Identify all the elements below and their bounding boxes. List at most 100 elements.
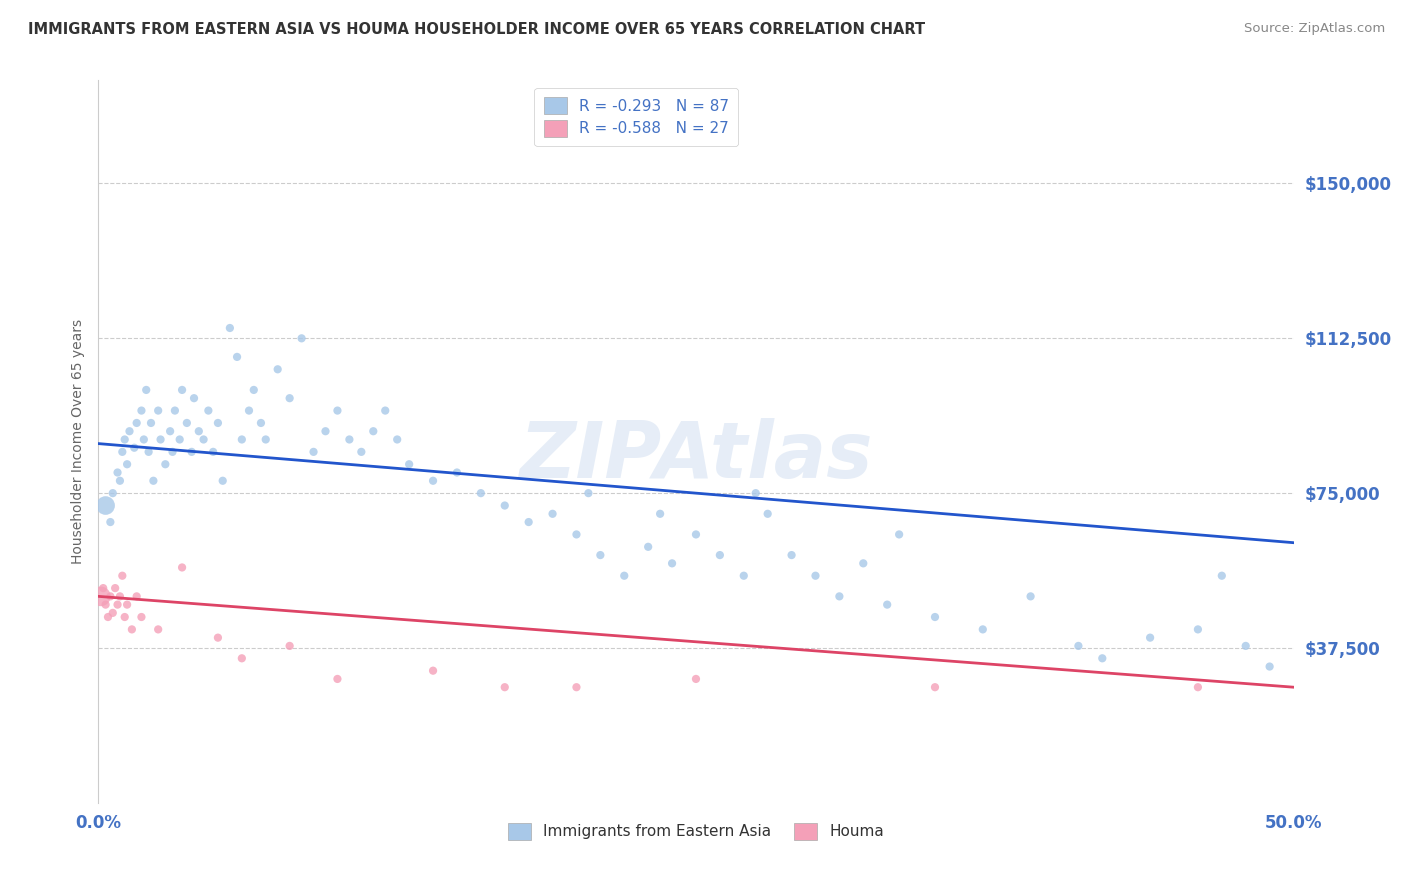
- Point: [231, 433, 253, 447]
- Point: [115, 598, 138, 612]
- Point: [231, 651, 253, 665]
- Point: [1139, 631, 1161, 645]
- Point: [115, 457, 138, 471]
- Point: [374, 403, 396, 417]
- Point: [207, 631, 229, 645]
- Point: [828, 590, 851, 604]
- Point: [589, 548, 612, 562]
- Point: [125, 416, 148, 430]
- Point: [302, 445, 325, 459]
- Point: [780, 548, 803, 562]
- Point: [363, 424, 385, 438]
- Point: [278, 639, 301, 653]
- Point: [745, 486, 768, 500]
- Legend: Immigrants from Eastern Asia, Houma: Immigrants from Eastern Asia, Houma: [502, 817, 890, 846]
- Point: [98, 590, 122, 604]
- Point: [226, 350, 249, 364]
- Point: [114, 433, 136, 447]
- Point: [172, 560, 194, 574]
- Text: Source: ZipAtlas.com: Source: ZipAtlas.com: [1244, 22, 1385, 36]
- Point: [385, 433, 409, 447]
- Point: [1211, 568, 1233, 582]
- Point: [291, 331, 314, 345]
- Point: [756, 507, 779, 521]
- Point: [148, 403, 170, 417]
- Point: [326, 403, 349, 417]
- Point: [804, 568, 827, 582]
- Point: [339, 433, 361, 447]
- Point: [111, 568, 134, 582]
- Point: [91, 581, 114, 595]
- Point: [1091, 651, 1114, 665]
- Point: [876, 598, 898, 612]
- Point: [193, 433, 215, 447]
- Point: [131, 403, 153, 417]
- Point: [104, 581, 127, 595]
- Point: [972, 623, 994, 637]
- Point: [578, 486, 600, 500]
- Point: [1187, 623, 1209, 637]
- Point: [162, 445, 184, 459]
- Y-axis label: Householder Income Over 65 years: Householder Income Over 65 years: [72, 319, 86, 564]
- Point: [565, 527, 588, 541]
- Point: [90, 590, 112, 604]
- Point: [1187, 680, 1209, 694]
- Point: [446, 466, 468, 480]
- Point: [138, 445, 160, 459]
- Point: [111, 445, 134, 459]
- Point: [924, 680, 946, 694]
- Point: [650, 507, 672, 521]
- Point: [398, 457, 420, 471]
- Point: [517, 515, 540, 529]
- Point: [135, 383, 157, 397]
- Point: [315, 424, 337, 438]
- Text: ZIPAtlas: ZIPAtlas: [519, 418, 873, 494]
- Point: [889, 527, 911, 541]
- Point: [924, 610, 946, 624]
- Point: [108, 474, 131, 488]
- Point: [238, 403, 260, 417]
- Point: [661, 557, 683, 571]
- Point: [470, 486, 492, 500]
- Point: [94, 598, 117, 612]
- Point: [250, 416, 273, 430]
- Point: [132, 433, 155, 447]
- Point: [243, 383, 266, 397]
- Point: [350, 445, 373, 459]
- Point: [101, 606, 124, 620]
- Point: [108, 590, 131, 604]
- Point: [107, 598, 129, 612]
- Point: [197, 403, 219, 417]
- Point: [163, 403, 186, 417]
- Point: [1258, 659, 1281, 673]
- Point: [169, 433, 191, 447]
- Point: [159, 424, 181, 438]
- Point: [94, 499, 117, 513]
- Point: [613, 568, 636, 582]
- Point: [114, 610, 136, 624]
- Point: [207, 416, 229, 430]
- Point: [565, 680, 588, 694]
- Point: [107, 466, 129, 480]
- Point: [278, 391, 301, 405]
- Point: [180, 445, 202, 459]
- Point: [254, 433, 277, 447]
- Point: [187, 424, 209, 438]
- Point: [131, 610, 153, 624]
- Text: IMMIGRANTS FROM EASTERN ASIA VS HOUMA HOUSEHOLDER INCOME OVER 65 YEARS CORRELATI: IMMIGRANTS FROM EASTERN ASIA VS HOUMA HO…: [28, 22, 925, 37]
- Point: [852, 557, 875, 571]
- Point: [1234, 639, 1257, 653]
- Point: [422, 474, 444, 488]
- Point: [637, 540, 659, 554]
- Point: [97, 610, 120, 624]
- Point: [541, 507, 564, 521]
- Point: [149, 433, 172, 447]
- Point: [709, 548, 731, 562]
- Point: [685, 527, 707, 541]
- Point: [139, 416, 162, 430]
- Point: [685, 672, 707, 686]
- Point: [148, 623, 170, 637]
- Point: [172, 383, 194, 397]
- Point: [267, 362, 290, 376]
- Point: [124, 441, 146, 455]
